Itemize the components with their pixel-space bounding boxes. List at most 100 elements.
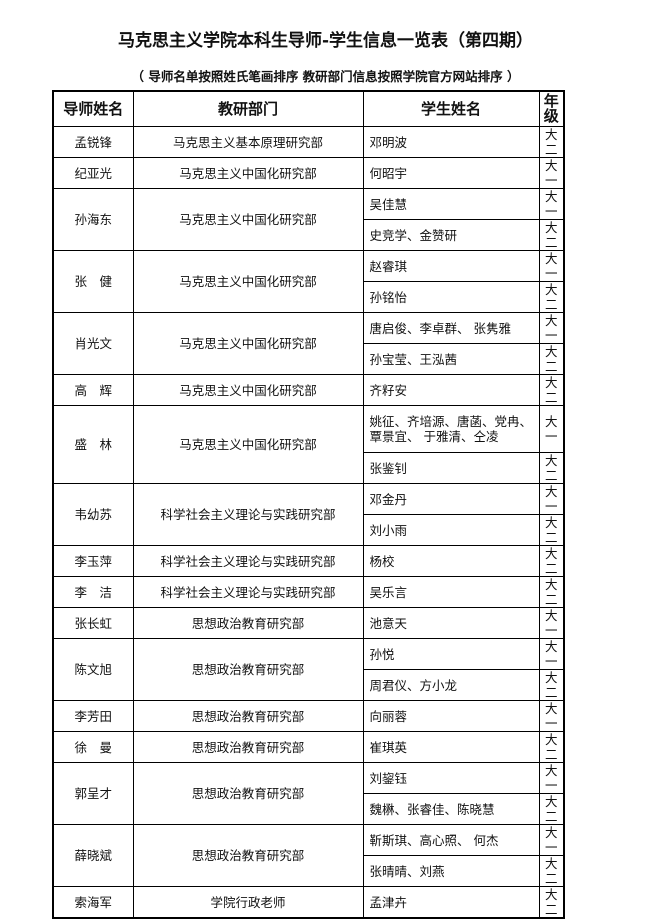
- student-names: 池意天: [362, 607, 540, 639]
- document-title: 马克思主义学院本科生导师-学生信息一览表（第四期）: [117, 31, 534, 51]
- header-department: 教研部门: [132, 90, 364, 127]
- advisor-name: 李芳田: [52, 700, 134, 732]
- grade: 大二: [538, 343, 565, 375]
- student-names: 孙宝莹、王泓茜: [362, 343, 540, 375]
- table-row: 薛晓斌 思想政治教育研究部 靳斯琪、高心照、 何杰 大一: [52, 824, 565, 887]
- table-row: 高 辉马克思主义中国化研究部 齐籽安 大二: [52, 374, 565, 406]
- department: 科学社会主义理论与实践研究部: [132, 576, 364, 608]
- grade: 大二: [538, 374, 565, 406]
- grade: 大二: [538, 886, 565, 919]
- table-row: 孙宝莹、王泓茜 大二: [53, 343, 565, 375]
- grade: 大二: [538, 731, 565, 763]
- grade: 大一: [538, 824, 565, 856]
- department: 马克思主义中国化研究部: [132, 405, 364, 484]
- header-advisor-name: 导师姓名: [52, 90, 134, 127]
- advisor-name: 纪亚光: [52, 157, 134, 189]
- table-row: 孙铭怡 大二: [53, 281, 565, 313]
- table-row: 李芳田 思想政治教育研究部 向丽蓉 大一: [52, 700, 565, 732]
- table-row: 肖光文 马克思主义中国化研究部 唐启俊、李卓群、 张隽雅 大一: [52, 312, 565, 375]
- table-row: 韦幼苏 科学社会主义理论与实践研究部 邓金丹 大一: [52, 483, 565, 546]
- table-row: 郭呈才 思想政治教育研究部 刘鋆钰 大一: [52, 762, 565, 825]
- student-names: 崔琪英: [362, 731, 540, 763]
- advisor-name: 薛晓斌: [52, 824, 134, 887]
- department: 马克思主义中国化研究部: [132, 312, 364, 375]
- department: 思想政治教育研究部: [132, 824, 364, 887]
- table-row: 周君仪、方小龙 大二: [53, 669, 565, 701]
- advisor-name: 孟锐锋: [52, 126, 134, 158]
- grade: 大二: [538, 281, 565, 313]
- department: 思想政治教育研究部: [132, 762, 364, 825]
- advisor-name: 韦幼苏: [52, 483, 134, 546]
- grade: 大一: [538, 312, 565, 344]
- student-names: 向丽蓉: [362, 700, 540, 732]
- student-names: 周君仪、方小龙: [362, 669, 540, 701]
- student-names: 杨校: [362, 545, 540, 577]
- advisor-name: 徐 曼: [52, 731, 134, 763]
- grade: 大一: [538, 762, 565, 794]
- table-row: 徐 曼思想政治教育研究部 崔琪英 大二: [52, 731, 565, 763]
- grade: 大二: [538, 576, 565, 608]
- student-names: 张晴晴、刘燕: [362, 855, 540, 887]
- grade: 大二: [538, 669, 565, 701]
- student-names: 靳斯琪、高心照、 何杰: [362, 824, 540, 856]
- student-names: 何昭宇: [362, 157, 540, 189]
- grade: 大一: [538, 700, 565, 732]
- advisor-name: 孙海东: [52, 188, 134, 251]
- department: 科学社会主义理论与实践研究部: [132, 545, 364, 577]
- student-names: 孙铭怡: [362, 281, 540, 313]
- student-names: 赵睿琪: [362, 250, 540, 282]
- student-names: 吴佳慧: [362, 188, 540, 220]
- table-row: 索海军 学院行政老师 孟津卉 大二: [52, 886, 565, 919]
- department: 科学社会主义理论与实践研究部: [132, 483, 364, 546]
- department: 思想政治教育研究部: [132, 700, 364, 732]
- student-names: 刘鋆钰: [362, 762, 540, 794]
- table-row: 张长虹 思想政治教育研究部 池意天 大一: [52, 607, 565, 639]
- advisor-name: 李玉萍: [52, 545, 134, 577]
- grade: 大二: [538, 793, 565, 825]
- grade: 大一: [538, 157, 565, 189]
- student-names: 魏楙、张睿佳、陈晓慧: [362, 793, 540, 825]
- table-row: 张鉴钊 大二: [53, 452, 565, 484]
- advisor-name: 索海军: [52, 886, 134, 919]
- grade: 大二: [538, 855, 565, 887]
- table-row: 陈文旭 思想政治教育研究部 孙悦 大一: [52, 638, 565, 701]
- table-row: 纪亚光 马克思主义中国化研究部 何昭宇 大一: [52, 157, 565, 189]
- advisor-student-table: 导师姓名 教研部门 学生姓名 年级 孟锐锋 马克思主义基本原理研究部 邓明波 大二 纪亚…: [52, 90, 565, 919]
- student-names: 张鉴钊: [362, 452, 540, 484]
- department: 马克思主义中国化研究部: [132, 250, 364, 313]
- grade: 大二: [538, 514, 565, 546]
- student-names: 姚征、齐培源、唐菡、党冉、覃景宜、 于雅清、仝凌: [362, 405, 540, 453]
- department: 思想政治教育研究部: [132, 638, 364, 701]
- student-names: 唐启俊、李卓群、 张隽雅: [362, 312, 540, 344]
- student-names: 邓明波: [362, 126, 540, 158]
- table-row: 史竞学、金赞研 大二: [53, 219, 565, 251]
- student-names: 刘小雨: [362, 514, 540, 546]
- advisor-name: 张 健: [52, 250, 134, 313]
- department: 马克思主义基本原理研究部: [132, 126, 364, 158]
- grade: 大二: [538, 545, 565, 577]
- advisor-name: 李 洁: [52, 576, 134, 608]
- student-names: 齐籽安: [362, 374, 540, 406]
- table-row: 盛 林马克思主义中国化研究部 姚征、齐培源、唐菡、党冉、覃景宜、 于雅清、仝凌 大一: [52, 405, 565, 484]
- table-header-row: 导师姓名 教研部门 学生姓名 年级: [52, 90, 565, 127]
- student-names: 孟津卉: [362, 886, 540, 919]
- grade: 大一: [538, 250, 565, 282]
- document-subtitle: （ 导师名单按照姓氏笔画排序 教研部门信息按照学院官方网站排序 ）: [131, 69, 520, 84]
- student-names: 孙悦: [362, 638, 540, 670]
- advisor-name: 肖光文: [52, 312, 134, 375]
- table-row: 刘小雨 大二: [53, 514, 565, 546]
- grade: 大一: [538, 638, 565, 670]
- advisor-name: 郭呈才: [52, 762, 134, 825]
- advisor-name: 盛 林: [52, 405, 134, 484]
- table-row: 李 洁科学社会主义理论与实践研究部 吴乐言 大二: [52, 576, 565, 608]
- table-row: 李玉萍 科学社会主义理论与实践研究部 杨校 大二: [52, 545, 565, 577]
- student-names: 史竞学、金赞研: [362, 219, 540, 251]
- department: 学院行政老师: [132, 886, 364, 919]
- grade: 大一: [538, 405, 565, 453]
- table-row: 孙海东 马克思主义中国化研究部 吴佳慧 大一: [52, 188, 565, 251]
- grade: 大一: [538, 188, 565, 220]
- grade: 大二: [538, 219, 565, 251]
- grade: 大一: [538, 483, 565, 515]
- student-names: 吴乐言: [362, 576, 540, 608]
- grade: 大二: [538, 126, 565, 158]
